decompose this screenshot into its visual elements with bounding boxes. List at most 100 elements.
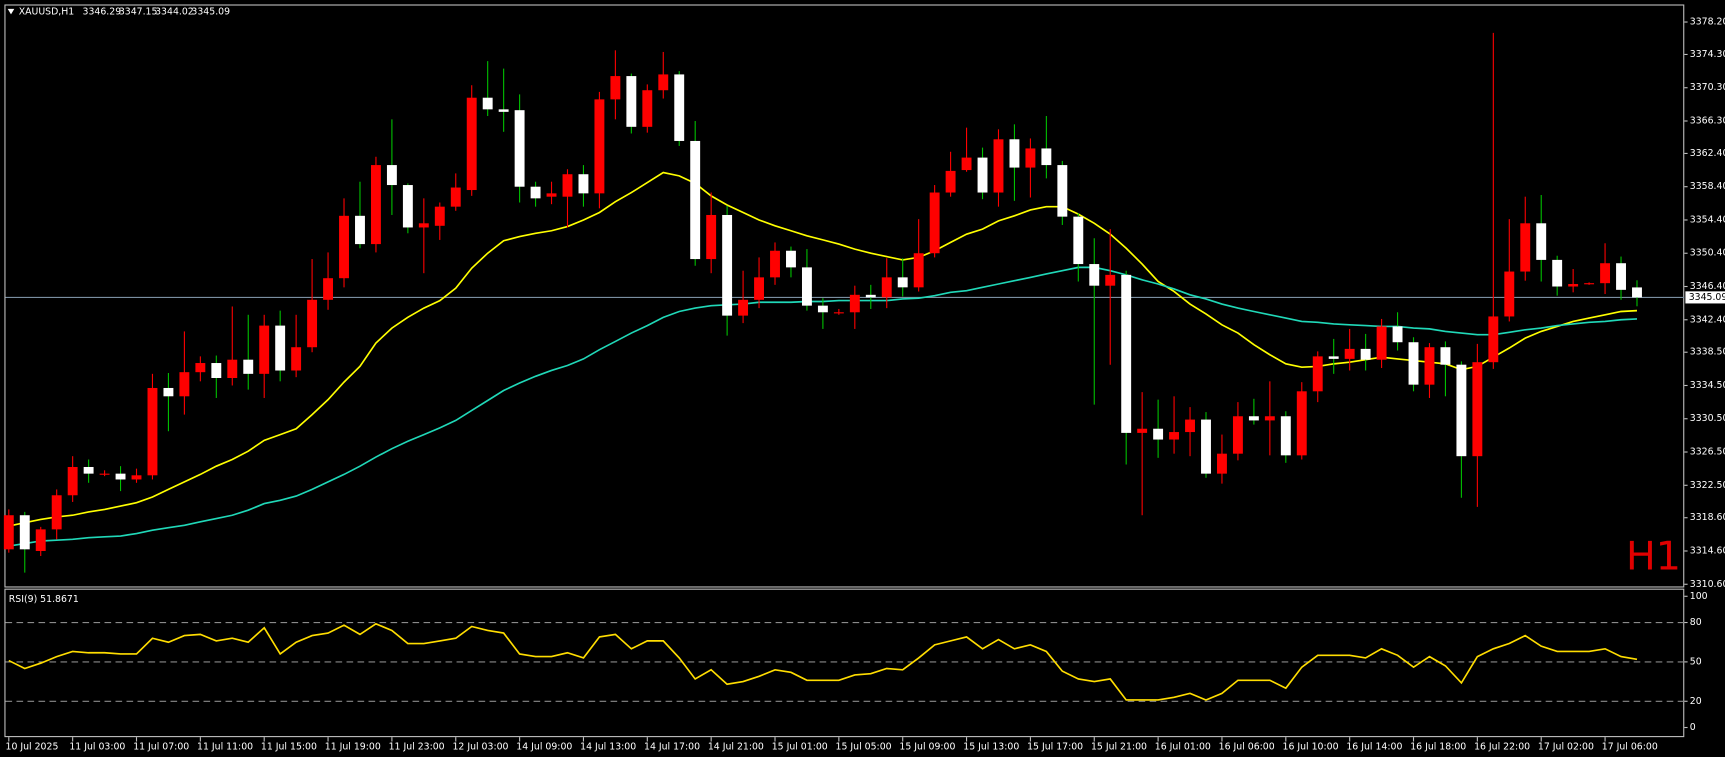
candle-body: [1201, 419, 1211, 474]
x-tick-label: 15 Jul 21:00: [1091, 742, 1147, 753]
y-tick-label: 3362.40: [1690, 148, 1725, 159]
candle-body: [291, 347, 302, 371]
header-value: 3346.29: [83, 7, 122, 18]
candle-body: [1057, 165, 1068, 217]
candle-body: [1264, 416, 1275, 421]
candle-body: [1392, 326, 1403, 343]
candle-body: [434, 206, 445, 226]
candle-body: [1025, 148, 1036, 168]
header-value: 3344.02: [155, 7, 194, 18]
candle-body: [195, 363, 206, 373]
candle-body: [1488, 316, 1499, 363]
candle-body: [450, 187, 461, 207]
y-tick-label: 80: [1690, 617, 1702, 628]
y-tick-label: 3370.30: [1690, 82, 1725, 93]
candle-body: [706, 214, 717, 260]
chart-title: XAUUSD,H1: [19, 7, 75, 18]
rsi-panel-frame: [4, 588, 1685, 738]
y-tick-label: 3358.40: [1690, 181, 1725, 192]
candle-body: [674, 74, 685, 141]
candle-body: [211, 363, 222, 378]
candle-body: [1536, 223, 1547, 260]
y-tick-label: 3334.50: [1690, 380, 1725, 391]
candle-body: [1472, 362, 1483, 457]
candle-body: [562, 174, 573, 197]
symbol-menu-arrow[interactable]: [7, 8, 15, 15]
candle-body: [833, 312, 844, 314]
x-tick-label: 14 Jul 21:00: [708, 742, 764, 753]
x-tick-label: 16 Jul 14:00: [1346, 742, 1402, 753]
candle-body: [1360, 348, 1371, 360]
candle-body: [929, 192, 940, 254]
candle-body: [738, 299, 749, 316]
y-tick-label: 3330.50: [1690, 413, 1725, 424]
y-tick-label: 3366.30: [1690, 115, 1725, 126]
x-tick-label: 11 Jul 15:00: [261, 742, 317, 753]
candle-body: [849, 294, 860, 313]
candle-body: [466, 97, 477, 191]
x-tick-label: 16 Jul 06:00: [1219, 742, 1275, 753]
candle-body: [722, 214, 733, 316]
candle-body: [482, 97, 493, 110]
candle-body: [1440, 347, 1451, 365]
candle-body: [1041, 148, 1052, 166]
candle-body: [1185, 419, 1195, 433]
candle-body: [578, 174, 589, 194]
candle-body: [754, 277, 764, 300]
candle-body: [259, 325, 270, 374]
y-tick-label: 3350.40: [1690, 248, 1725, 259]
x-tick-label: 10 Jul 2025: [6, 742, 59, 753]
candle-body: [51, 495, 62, 530]
x-tick-label: 11 Jul 03:00: [69, 742, 125, 753]
candle-body: [1089, 264, 1100, 286]
candle-body: [370, 165, 381, 245]
candle-body: [1344, 348, 1355, 359]
candle-body: [386, 165, 397, 186]
y-tick-label: 50: [1690, 656, 1702, 667]
timeframe-watermark: H1: [1626, 533, 1681, 579]
candle-body: [402, 185, 413, 228]
candle-body: [1232, 416, 1243, 454]
candle-body: [546, 193, 557, 197]
candle-body: [1105, 274, 1116, 286]
candle-body: [35, 529, 46, 551]
candle-body: [1121, 274, 1132, 433]
candle-body: [770, 250, 780, 278]
x-tick-label: 16 Jul 18:00: [1410, 742, 1466, 753]
candle-body: [594, 99, 605, 194]
x-tick-label: 14 Jul 09:00: [516, 742, 572, 753]
candle-body: [131, 475, 142, 480]
candle-body: [227, 359, 238, 378]
candle-body: [1312, 356, 1323, 392]
candle-body: [1600, 263, 1611, 284]
y-tick-label: 20: [1690, 696, 1702, 707]
price-panel-frame: [4, 4, 1685, 588]
x-tick-label: 15 Jul 05:00: [836, 742, 892, 753]
header-value: 3347.15: [119, 7, 158, 18]
y-tick-label: 3314.60: [1690, 545, 1725, 556]
candle-body: [865, 294, 876, 298]
candle-body: [610, 76, 621, 100]
candle-body: [1632, 287, 1642, 298]
y-tick-label: 3346.40: [1690, 281, 1725, 292]
candle-body: [307, 299, 318, 348]
rsi-line: [8, 622, 1638, 701]
candle-body: [147, 387, 158, 476]
candle-body: [1153, 428, 1164, 440]
x-tick-label: 12 Jul 03:00: [452, 742, 508, 753]
candle-body: [163, 387, 174, 397]
candle-body: [67, 466, 78, 496]
candle-body: [817, 305, 828, 313]
candle-body: [339, 215, 349, 279]
x-tick-label: 15 Jul 01:00: [772, 742, 828, 753]
x-tick-label: 11 Jul 07:00: [133, 742, 189, 753]
x-tick-label: 17 Jul 06:00: [1602, 742, 1658, 753]
candle-body: [913, 253, 924, 288]
y-tick-label: 3378.20: [1690, 17, 1725, 28]
y-tick-label: 3310.60: [1690, 579, 1725, 590]
x-tick-label: 14 Jul 17:00: [644, 742, 700, 753]
candle-body: [1520, 223, 1531, 272]
candle-body: [1169, 432, 1180, 440]
y-tick-label: 3338.50: [1690, 347, 1725, 358]
